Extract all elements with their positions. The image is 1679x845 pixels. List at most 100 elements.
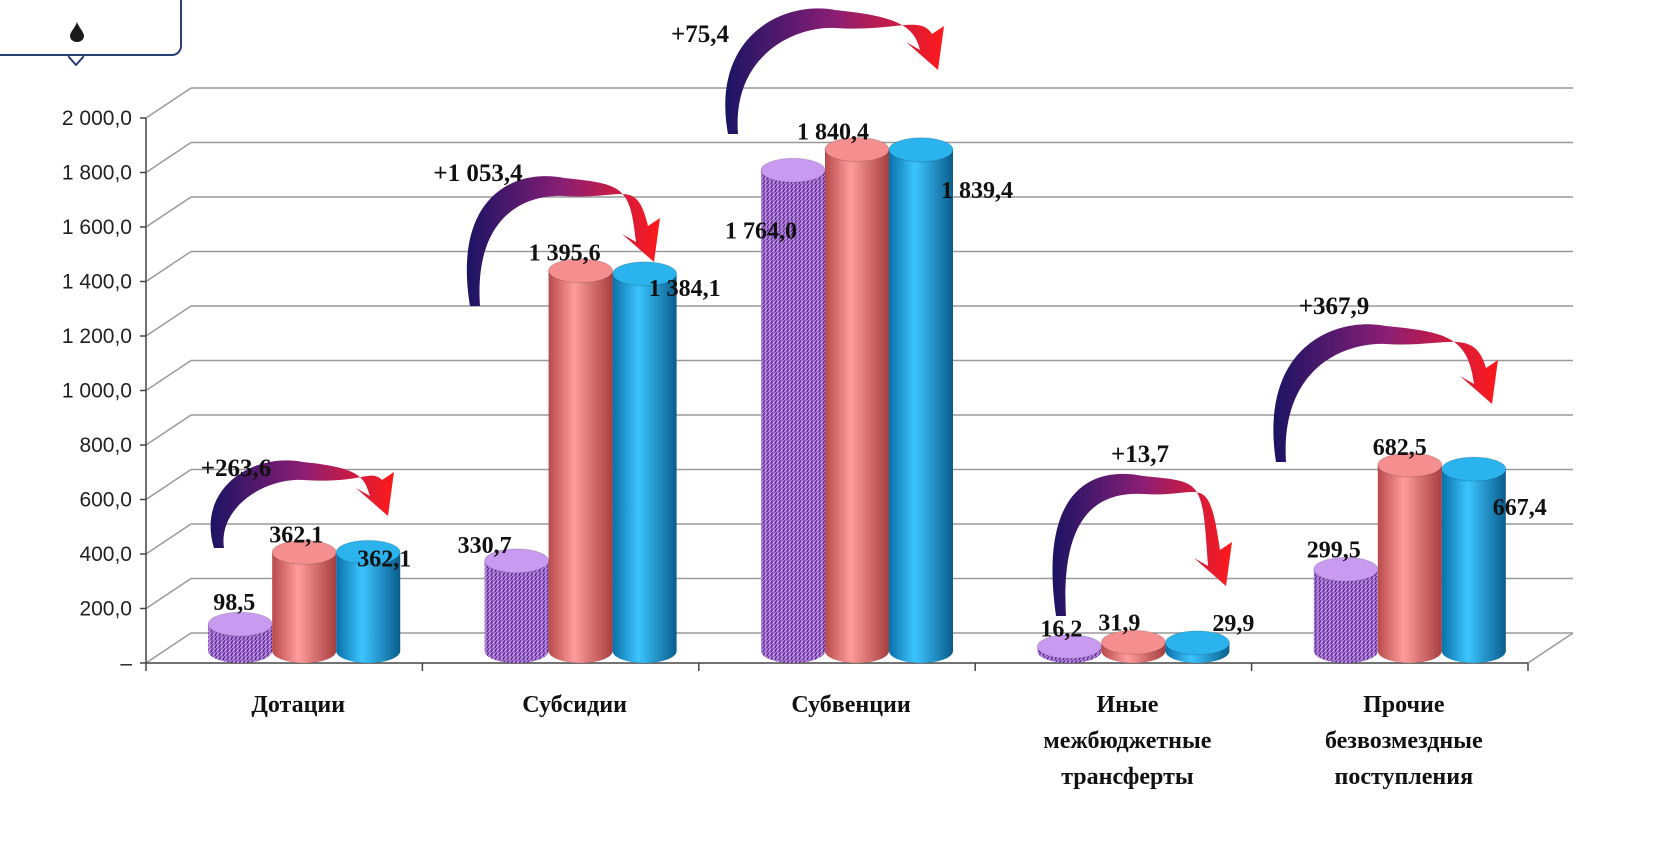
gridline-diag	[145, 632, 192, 664]
data-label: 1 395,6	[529, 241, 601, 267]
y-tick-label: 200,0	[79, 598, 132, 621]
drop-emblem-icon	[70, 22, 84, 42]
bar-top	[1100, 629, 1166, 655]
data-label: 98,5	[213, 590, 255, 616]
bar	[1164, 630, 1230, 663]
bar	[612, 261, 678, 663]
category-label: Дотации	[251, 692, 345, 718]
category-label-line: Субвенции	[791, 692, 911, 718]
bar-base	[272, 639, 337, 663]
y-tick-label: 1 800,0	[62, 162, 132, 185]
bar	[548, 258, 614, 663]
data-label: 29,9	[1212, 611, 1254, 637]
bar-body	[612, 273, 677, 651]
bar	[1313, 556, 1379, 663]
data-label: 682,5	[1373, 435, 1427, 461]
delta-arrows: +263,6 +1 053,4 +75,4 +13,7 +367,9	[201, 8, 1498, 616]
data-label: 299,5	[1307, 537, 1361, 563]
bar	[760, 157, 826, 663]
delta-arrow: +1 053,4	[433, 160, 660, 306]
bar	[1377, 452, 1443, 663]
bar-top	[612, 261, 678, 287]
bar	[207, 611, 273, 663]
delta-arrow: +367,9	[1273, 293, 1498, 462]
y-tick-label: 400,0	[79, 543, 132, 566]
bar-body	[1313, 569, 1378, 651]
bar	[335, 539, 401, 663]
gridline-diag	[145, 196, 192, 228]
bar-top	[1377, 452, 1443, 478]
category-label: Субсидии	[522, 692, 627, 718]
y-tick-label: 1 000,0	[62, 380, 132, 403]
bar-body	[1377, 465, 1442, 651]
delta-label: +263,6	[201, 455, 272, 482]
bar-body	[1441, 469, 1506, 651]
bar-body	[484, 560, 549, 651]
data-labels: 98,5 362,1 362,1 330,7 1 395,6 1 384,1 1 764,0…	[213, 119, 1547, 642]
delta-arrow: +263,6	[201, 455, 394, 548]
data-label: 31,9	[1098, 610, 1140, 636]
data-label: 362,1	[357, 546, 411, 572]
category-label: Прочие безвозмездные поступления	[1325, 692, 1483, 790]
bar-body	[889, 149, 953, 652]
data-label: 667,4	[1493, 495, 1547, 521]
emblem-logo	[0, 0, 182, 66]
delta-arrow: +13,7	[1052, 441, 1232, 616]
bar	[824, 136, 890, 663]
delta-label: +13,7	[1111, 441, 1169, 468]
y-tick-label: 2 000,0	[62, 107, 132, 130]
bar-body	[548, 270, 613, 651]
category-label-line: трансферты	[1061, 764, 1194, 790]
category-label-line: Иные	[1096, 692, 1158, 718]
gridline-diag	[145, 250, 192, 283]
delta-label: +75,4	[671, 21, 729, 48]
bar-top	[548, 258, 614, 284]
y-axis: – 200,0 400,0 600,0 800,0 1 000,0 1 200,0 1 400…	[62, 107, 1529, 675]
bar-base	[761, 639, 825, 663]
delta-label: +1 053,4	[433, 160, 523, 187]
bar	[888, 137, 954, 663]
category-labels: Дотации Субсидии Субвенции Иные межбюджетные…	[251, 692, 1483, 790]
data-label: 1 840,4	[797, 119, 869, 145]
bar-base	[484, 639, 549, 663]
gridline-diag	[145, 141, 192, 174]
gridline-diag	[145, 523, 192, 555]
curved-arrow	[210, 460, 394, 548]
bar	[1441, 456, 1507, 663]
category-label: Субвенции	[791, 692, 911, 718]
bar-base	[1377, 639, 1442, 663]
data-label: 330,7	[458, 533, 512, 559]
category-label: Иные межбюджетные трансферты	[1043, 692, 1211, 790]
bar	[1100, 629, 1166, 663]
bar-body	[825, 149, 889, 651]
bar-body	[336, 552, 401, 651]
bar-base	[336, 639, 401, 663]
gridline-diag	[145, 87, 192, 119]
delta-label: +367,9	[1299, 293, 1370, 320]
category-label-line: межбюджетные	[1043, 728, 1211, 754]
bar-top	[824, 136, 890, 162]
gridline-diag	[145, 468, 192, 501]
y-tick-label: 1 600,0	[62, 216, 132, 239]
y-tick-label: 1 400,0	[62, 271, 132, 294]
bar-top	[888, 137, 954, 163]
data-label: 1 384,1	[649, 276, 721, 302]
category-label-line: безвозмездные	[1325, 728, 1483, 754]
y-tick-label: 600,0	[79, 489, 132, 512]
data-label: 1 839,4	[941, 178, 1013, 204]
gridline-diag	[145, 414, 192, 446]
category-label-line: Субсидии	[522, 692, 627, 718]
bar-top	[1441, 456, 1507, 482]
bar-top	[760, 157, 826, 183]
data-label: 362,1	[269, 522, 323, 548]
delta-arrow: +75,4	[671, 8, 944, 134]
y-tick-label: 1 200,0	[62, 325, 132, 348]
bar-base	[1313, 639, 1378, 663]
bar-body	[272, 552, 337, 651]
bar-base	[825, 639, 889, 663]
logo-notch	[68, 56, 84, 66]
data-label: 16,2	[1040, 617, 1082, 643]
floor-edge	[1527, 632, 1574, 664]
curved-arrow	[725, 8, 944, 134]
